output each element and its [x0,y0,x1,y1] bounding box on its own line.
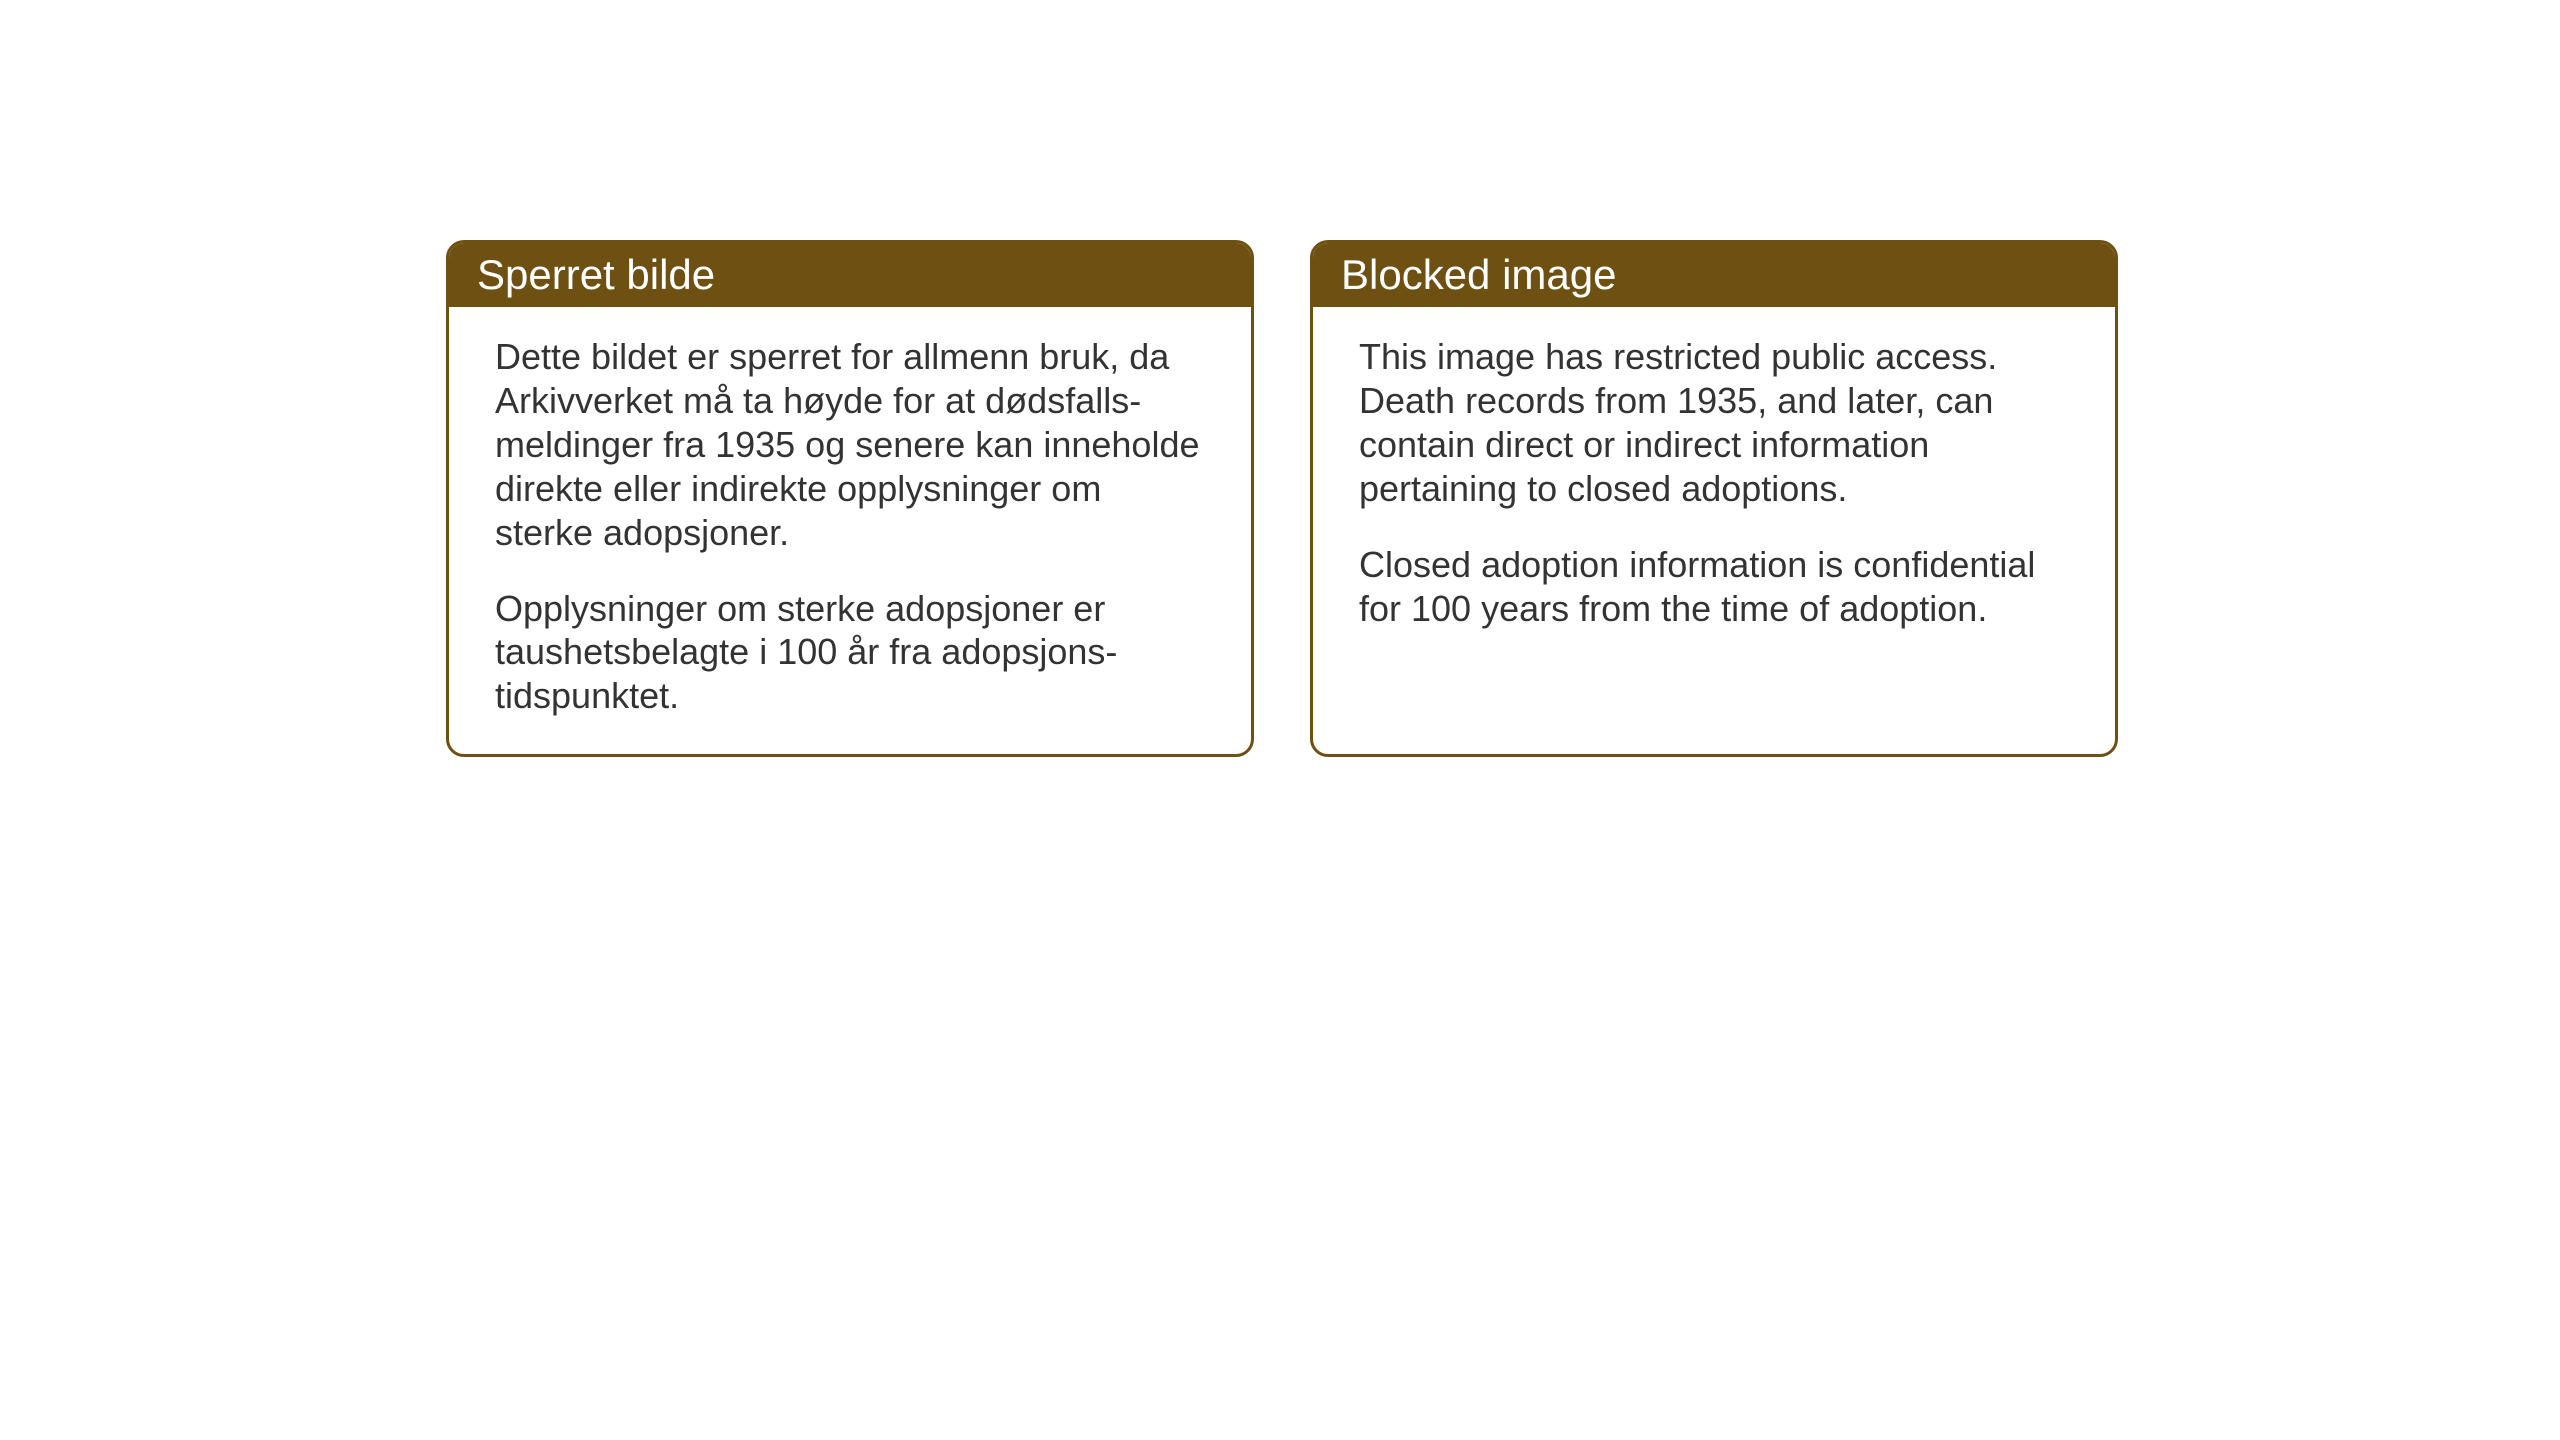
norwegian-notice-card: Sperret bilde Dette bildet er sperret fo… [446,240,1254,757]
english-card-body: This image has restricted public access.… [1313,307,2115,666]
english-card-title: Blocked image [1341,251,1616,298]
notice-container: Sperret bilde Dette bildet er sperret fo… [446,240,2118,757]
norwegian-card-title: Sperret bilde [477,251,715,298]
english-notice-card: Blocked image This image has restricted … [1310,240,2118,757]
norwegian-card-header: Sperret bilde [449,243,1251,307]
english-paragraph-1: This image has restricted public access.… [1359,335,2069,511]
norwegian-card-body: Dette bildet er sperret for allmenn bruk… [449,307,1251,754]
norwegian-paragraph-2: Opplysninger om sterke adopsjoner er tau… [495,587,1205,719]
english-paragraph-2: Closed adoption information is confident… [1359,543,2069,631]
norwegian-paragraph-1: Dette bildet er sperret for allmenn bruk… [495,335,1205,555]
english-card-header: Blocked image [1313,243,2115,307]
